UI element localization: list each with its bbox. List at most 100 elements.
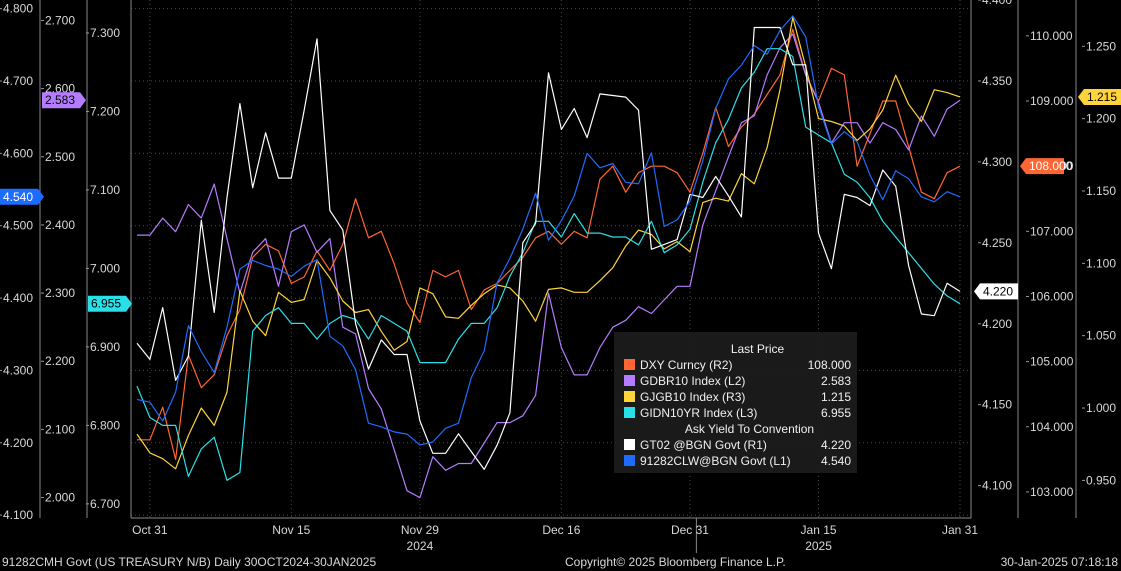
- last-value-tag: [974, 283, 1018, 300]
- footer-security-info: 91282CMH Govt (US TREASURY N/B) Daily 30…: [2, 555, 377, 569]
- last-value-tag-text: 4.220: [983, 284, 1013, 298]
- legend-entry-label: GJGB10 Index (R3): [640, 390, 745, 404]
- tick-label-l3: 7.100: [90, 183, 120, 197]
- legend-entry-label: DXY Curncy (R2): [640, 358, 732, 372]
- legend-header: Last Price: [731, 342, 785, 356]
- series-line: [136, 15, 961, 446]
- tick-label-x: Jan 15: [801, 523, 837, 537]
- legend-swatch: [624, 391, 635, 402]
- tick-label-r2: 107.000: [1030, 224, 1074, 238]
- legend-entry-value: 2.583: [821, 374, 851, 388]
- legend-entry-label: GIDN10YR Index (L3): [640, 406, 757, 420]
- tick-label-l3: 6.700: [90, 497, 120, 511]
- last-value-tag-text: 2.583: [45, 93, 75, 107]
- legend-swatch: [624, 439, 635, 450]
- series-line: [136, 26, 961, 470]
- series-line: [137, 33, 961, 499]
- tick-label-x: Jan 31: [942, 523, 978, 537]
- tick-label-r1: 4.350: [982, 74, 1012, 88]
- tick-label-l1: 4.700: [3, 74, 33, 88]
- tick-label-l1: 4.100: [3, 508, 33, 522]
- legend-entry-value: 108.000: [808, 358, 852, 372]
- tick-label-year: 2024: [407, 539, 434, 553]
- legend-entry-value: 4.540: [821, 454, 851, 468]
- tick-label-l2: 2.000: [45, 491, 75, 505]
- legend-swatch: [624, 455, 635, 466]
- tick-label-l3: 6.900: [90, 340, 120, 354]
- legend-entry-value: 4.220: [821, 438, 851, 452]
- tick-label-l1: 4.600: [3, 146, 33, 160]
- tick-label-r3: 1.250: [1086, 39, 1116, 53]
- tick-label-x: Oct 31: [132, 523, 168, 537]
- legend-swatch: [624, 407, 635, 418]
- tick-label-r1: 4.400: [982, 0, 1012, 7]
- tick-label-r3: 1.050: [1086, 329, 1116, 343]
- tick-label-l2: 2.200: [45, 354, 75, 368]
- grid-lines: [131, 0, 971, 518]
- tick-label-x: Dec 31: [671, 523, 709, 537]
- tick-label-l2: 2.300: [45, 286, 75, 300]
- tick-label-l3: 6.800: [90, 418, 120, 432]
- footer-bar: 91282CMH Govt (US TREASURY N/B) Daily 30…: [0, 553, 1121, 571]
- tick-label-l2: 2.600: [45, 82, 75, 96]
- last-value-tag-text: 1.215: [1087, 90, 1117, 104]
- series-line: [136, 48, 961, 481]
- tick-label-x: Nov 15: [272, 523, 310, 537]
- legend-subheader: Ask Yield To Convention: [685, 422, 814, 436]
- tick-label-l1: 4.200: [3, 436, 33, 450]
- last-value-tag-text: 4.540: [3, 190, 33, 204]
- legend-entry-label: GT02 @BGN Govt (R1): [640, 438, 767, 452]
- tick-label-r3: 1.000: [1086, 401, 1116, 415]
- legend-swatch: [624, 375, 635, 386]
- tick-label-r2: 110.000: [1030, 29, 1073, 43]
- legend-swatch: [624, 359, 635, 370]
- tick-label-r2: 104.000: [1030, 420, 1074, 434]
- legend-box: [614, 332, 857, 473]
- tick-label-r1: 4.200: [982, 317, 1012, 331]
- tick-labels: 4.100 4.200 4.300 4.400 4.500 4.600 4.700 4.800…: [0, 0, 1116, 553]
- tick-label-r3: 1.200: [1086, 112, 1116, 126]
- last-value-tag: [88, 295, 132, 312]
- tick-label-r1: 4.250: [982, 236, 1012, 250]
- tick-label-r3: 1.100: [1086, 256, 1116, 270]
- chart-canvas: 4.100 4.200 4.300 4.400 4.500 4.600 4.700 4.800…: [0, 0, 1121, 553]
- tick-label-l1: 4.300: [3, 363, 33, 377]
- tick-label-l2: 2.400: [45, 218, 75, 232]
- last-value-tag: [1020, 158, 1064, 175]
- tick-label-r2: 106.000: [1030, 289, 1074, 303]
- tick-label-l1: 4.400: [3, 291, 33, 305]
- tick-label-r3: 1.150: [1086, 184, 1116, 198]
- axes-frame: [39, 0, 1077, 553]
- tick-label-x: Nov 29: [401, 523, 439, 537]
- series-line: [137, 28, 961, 460]
- footer-copyright: Copyright© 2025 Bloomberg Finance L.P.: [565, 555, 786, 569]
- tick-label-year: 2025: [805, 539, 832, 553]
- legend-entry-label: 91282CLW@BGN Govt (L1): [640, 454, 791, 468]
- tick-label-r3: 0.950: [1086, 473, 1116, 487]
- tick-label-r2: 109.000: [1030, 94, 1074, 108]
- tick-label-l3: 7.300: [90, 26, 120, 40]
- tick-label-r1: 4.100: [982, 479, 1012, 493]
- legend-entry-label: GDBR10 Index (L2): [640, 374, 745, 388]
- tick-label-l3: 7.200: [90, 104, 120, 118]
- last-value-tag: [1078, 88, 1121, 105]
- legend-entry-value: 1.215: [821, 390, 851, 404]
- last-value-tags: 108.000 2.583 1.215 6.955 4.220 4.540: [0, 88, 1121, 312]
- legend: Last Price DXY Curncy (R2) 108.000 GDBR10 I…: [614, 332, 857, 473]
- last-value-tag-text: 6.955: [91, 297, 121, 311]
- tick-label-r1: 4.300: [982, 155, 1012, 169]
- last-value-tag-text: 108.000: [1029, 159, 1073, 173]
- series-lines: [136, 15, 961, 499]
- tick-label-r2: 105.000: [1030, 355, 1074, 369]
- tick-label-l1: 4.500: [3, 219, 33, 233]
- tick-label-r1: 4.150: [982, 398, 1012, 412]
- tick-label-l2: 2.500: [45, 150, 75, 164]
- tick-label-l2: 2.700: [45, 13, 75, 27]
- legend-entry-value: 6.955: [821, 406, 851, 420]
- tick-label-x: Dec 16: [542, 523, 580, 537]
- footer-timestamp: 30-Jan-2025 07:18:18: [1000, 555, 1118, 569]
- tick-label-r2: 103.000: [1030, 485, 1074, 499]
- tick-label-l2: 2.100: [45, 422, 75, 436]
- last-value-tag: [42, 92, 86, 109]
- last-value-tag: [0, 188, 44, 205]
